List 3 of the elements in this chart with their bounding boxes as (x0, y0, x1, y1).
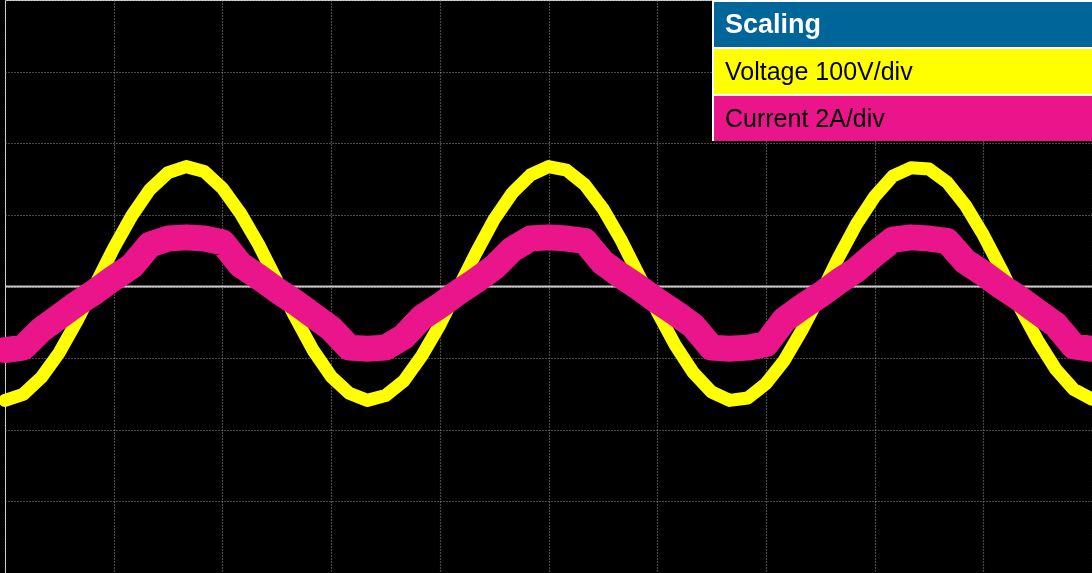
text: Current 2A/div (725, 103, 886, 132)
legend-title: Scaling (725, 8, 822, 39)
text: Voltage 100V/div (725, 56, 914, 85)
